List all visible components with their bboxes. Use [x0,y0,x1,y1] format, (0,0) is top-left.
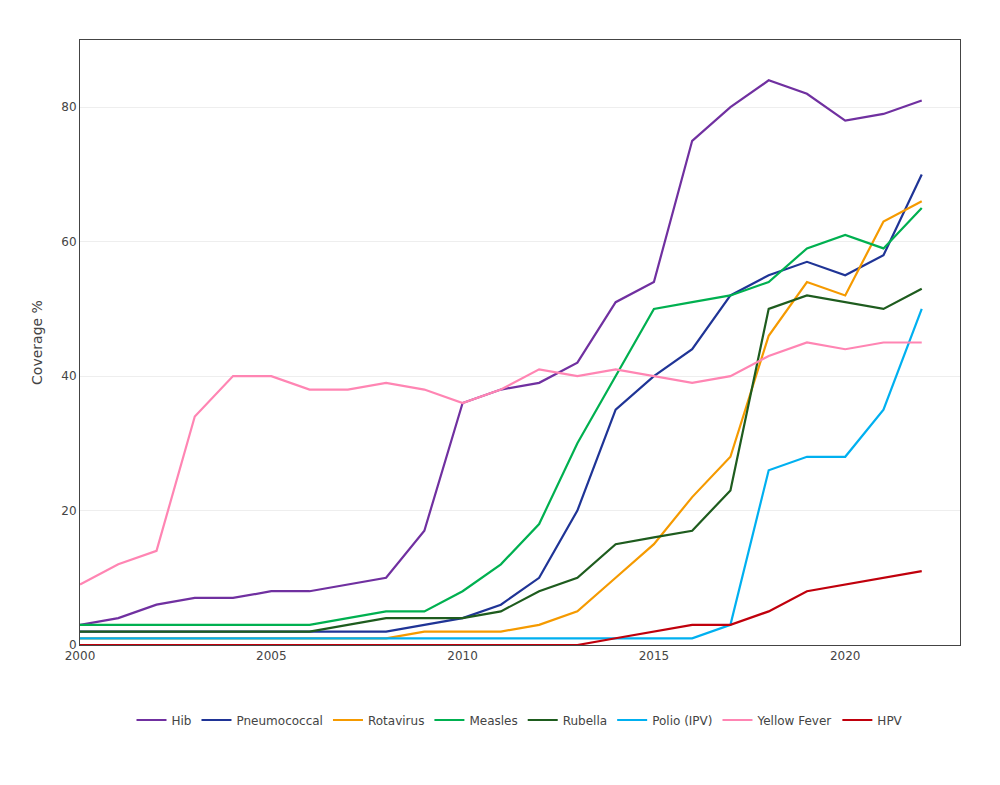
svg-text:Rubella: Rubella [563,714,607,728]
svg-text:Polio (IPV): Polio (IPV) [652,714,712,728]
svg-text:HPV: HPV [877,714,902,728]
svg-text:2010: 2010 [447,649,478,663]
svg-text:20: 20 [61,504,76,518]
svg-text:Yellow Fever: Yellow Fever [756,714,831,728]
svg-text:40: 40 [61,369,76,383]
svg-text:80: 80 [61,100,76,114]
svg-text:Rotavirus: Rotavirus [368,714,424,728]
svg-text:Pneumococcal: Pneumococcal [236,714,322,728]
svg-text:0: 0 [69,638,77,652]
svg-text:2005: 2005 [256,649,287,663]
svg-text:60: 60 [61,235,76,249]
svg-text:Measles: Measles [469,714,517,728]
svg-text:Coverage %: Coverage % [29,300,45,385]
svg-text:2020: 2020 [830,649,861,663]
svg-text:Hib: Hib [172,714,192,728]
svg-text:2015: 2015 [639,649,670,663]
svg-text:2000: 2000 [65,649,96,663]
